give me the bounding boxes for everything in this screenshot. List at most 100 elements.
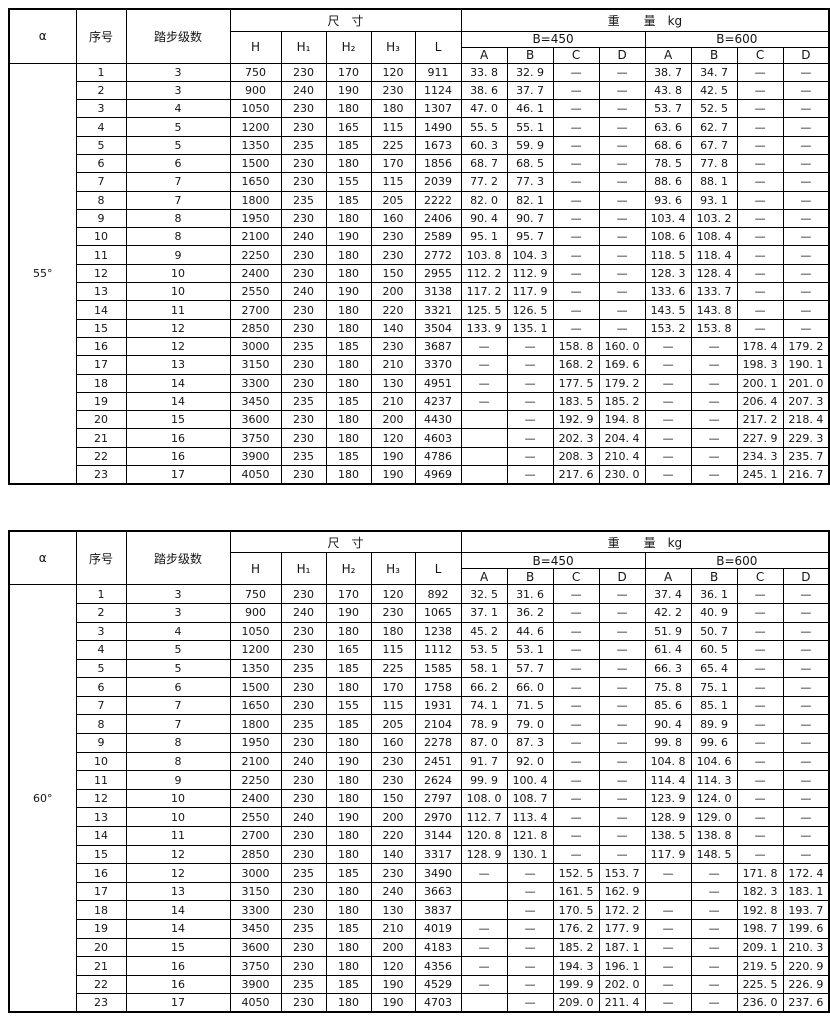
w450-d-cell: 202. 0 bbox=[598, 974, 646, 995]
dim-cell-h: 3450 bbox=[229, 391, 282, 412]
col-header-w600-d: D bbox=[782, 46, 830, 64]
w600-d-cell: — bbox=[782, 99, 830, 119]
header-row-subgroups: H H₁ H₂ H₃ L B=450 B=600 bbox=[9, 30, 830, 64]
steps-cell: 3 bbox=[125, 602, 231, 623]
w600-d-cell: 190. 1 bbox=[782, 355, 830, 375]
dim-cell-l: 3370 bbox=[414, 355, 462, 375]
serial-cell: 2 bbox=[75, 80, 127, 101]
dim-cell-h: 1650 bbox=[229, 172, 282, 192]
serial-cell: 23 bbox=[75, 993, 127, 1013]
steps-cell: 12 bbox=[125, 336, 231, 357]
w450-d-cell: — bbox=[598, 190, 646, 210]
w600-b-cell: 104. 6 bbox=[690, 751, 738, 772]
w600-d-cell: 172. 4 bbox=[782, 863, 830, 883]
steps-cell: 10 bbox=[125, 263, 231, 284]
dim-cell-l: 4430 bbox=[414, 410, 462, 430]
w600-d-cell: 183. 1 bbox=[782, 881, 830, 902]
table-row: 14 11 2700 230 180 220 3321 125. 5 126. 5— —143. … bbox=[9, 300, 830, 320]
table-row: 2 3 900 240 190 230 1065 37. 1 36. 2— —42. 2 40. 9… bbox=[9, 602, 830, 623]
serial-cell: 9 bbox=[75, 733, 127, 753]
steps-cell: 16 bbox=[125, 974, 231, 995]
dim-cell-l: 892 bbox=[414, 584, 462, 604]
dim-cell-h3: 200 bbox=[370, 282, 416, 302]
dim-cell-l: 4529 bbox=[414, 974, 462, 995]
dim-cell-h3: 180 bbox=[370, 621, 416, 642]
dim-cell-h3: 200 bbox=[370, 807, 416, 828]
dim-cell-h1: 230 bbox=[280, 318, 327, 338]
dim-cell-h3: 220 bbox=[370, 826, 416, 846]
w450-d-cell: 172. 2 bbox=[598, 900, 646, 921]
w600-a-cell: 128. 3 bbox=[644, 263, 692, 284]
dim-cell-l: 1124 bbox=[414, 80, 462, 101]
serial-cell: 22 bbox=[75, 974, 127, 995]
w600-d-cell: — bbox=[782, 807, 830, 828]
w450-d-cell: — bbox=[598, 677, 646, 697]
w450-d-cell: — bbox=[598, 62, 646, 82]
dim-cell-h1: 240 bbox=[280, 80, 327, 101]
w600-d-cell: — bbox=[782, 621, 830, 642]
w600-c-cell: — bbox=[736, 190, 784, 210]
col-header-w600-d: D bbox=[782, 568, 830, 586]
dim-cell-h1: 235 bbox=[280, 336, 327, 357]
w450-b-cell: 53. 1 bbox=[506, 640, 554, 660]
dim-cell-l: 1490 bbox=[414, 117, 462, 137]
dim-cell-h3: 120 bbox=[370, 956, 416, 976]
w450-b-cell: 37. 7 bbox=[506, 80, 554, 101]
w600-b-cell: — bbox=[690, 355, 738, 375]
w450-b-cell: 31. 6 bbox=[506, 584, 554, 604]
dim-cell-l: 3317 bbox=[414, 844, 462, 865]
w600-b-cell: 36. 1 bbox=[690, 584, 738, 604]
dim-cell-h2: 180 bbox=[325, 733, 372, 753]
w600-d-cell: — bbox=[782, 300, 830, 320]
dim-cell-h3: 180 bbox=[370, 99, 416, 119]
w450-a-cell: — bbox=[460, 355, 508, 375]
w600-b-cell: — bbox=[690, 937, 738, 958]
table-row: 60° 1 3 750 230 170 120 892 32. 5 31. 6— —37. 4 36.… bbox=[8, 584, 830, 1013]
w600-b-cell: — bbox=[690, 446, 738, 467]
dim-cell-l: 3837 bbox=[414, 900, 462, 921]
serial-cell: 6 bbox=[75, 677, 127, 697]
dim-cell-h2: 190 bbox=[325, 227, 372, 247]
dim-cell-h3: 230 bbox=[370, 80, 416, 101]
w450-a-cell: 91. 7 bbox=[460, 751, 508, 772]
serial-cell: 17 bbox=[75, 355, 127, 375]
col-header-dim-0: H bbox=[229, 30, 282, 64]
dim-cell-h: 2550 bbox=[229, 807, 282, 828]
dim-cell-h3: 115 bbox=[370, 695, 416, 716]
group-header-b450: B=450 bbox=[460, 30, 646, 48]
w600-d-cell: — bbox=[782, 695, 830, 716]
steps-cell: 16 bbox=[125, 446, 231, 467]
dim-cell-h2: 180 bbox=[325, 373, 372, 393]
w600-a-cell: 61. 4 bbox=[644, 640, 692, 660]
dim-cell-h2: 180 bbox=[325, 770, 372, 790]
w600-d-cell: — bbox=[782, 714, 830, 735]
w600-d-cell: — bbox=[782, 172, 830, 192]
serial-cell: 13 bbox=[75, 807, 127, 828]
w450-c-cell: — bbox=[552, 733, 600, 753]
dim-cell-h: 4050 bbox=[229, 993, 282, 1013]
col-header-serial: 序号 bbox=[75, 530, 127, 586]
dim-cell-h2: 180 bbox=[325, 428, 372, 448]
col-header-dim-2: H₂ bbox=[325, 30, 372, 64]
w600-c-cell: — bbox=[736, 117, 784, 137]
dim-cell-h: 2250 bbox=[229, 770, 282, 790]
w450-b-cell: 121. 8 bbox=[506, 826, 554, 846]
steps-cell: 13 bbox=[125, 881, 231, 902]
table-row: 12 10 2400 230 180 150 2797 108. 0 108. 7— —123. … bbox=[9, 788, 830, 809]
w450-d-cell: 194. 8 bbox=[598, 410, 646, 430]
dim-cell-h2: 190 bbox=[325, 751, 372, 772]
w600-a-cell: — bbox=[644, 465, 692, 485]
serial-cell: 19 bbox=[75, 391, 127, 412]
steps-cell: 12 bbox=[125, 863, 231, 883]
w600-b-cell: — bbox=[690, 373, 738, 393]
dim-cell-h: 1650 bbox=[229, 695, 282, 716]
w450-b-cell: 77. 3 bbox=[506, 172, 554, 192]
w450-a-cell: — bbox=[460, 336, 508, 357]
table-row: 21 16 3750 230 180 120 4603—202. 3 204. 4— —227.… bbox=[9, 428, 830, 448]
w600-d-cell: — bbox=[782, 602, 830, 623]
w450-d-cell: 169. 6 bbox=[598, 355, 646, 375]
dim-cell-h1: 230 bbox=[280, 373, 327, 393]
w600-c-cell: 198. 7 bbox=[736, 919, 784, 939]
col-header-w450-c: C bbox=[552, 46, 600, 64]
dim-cell-h1: 230 bbox=[280, 153, 327, 174]
